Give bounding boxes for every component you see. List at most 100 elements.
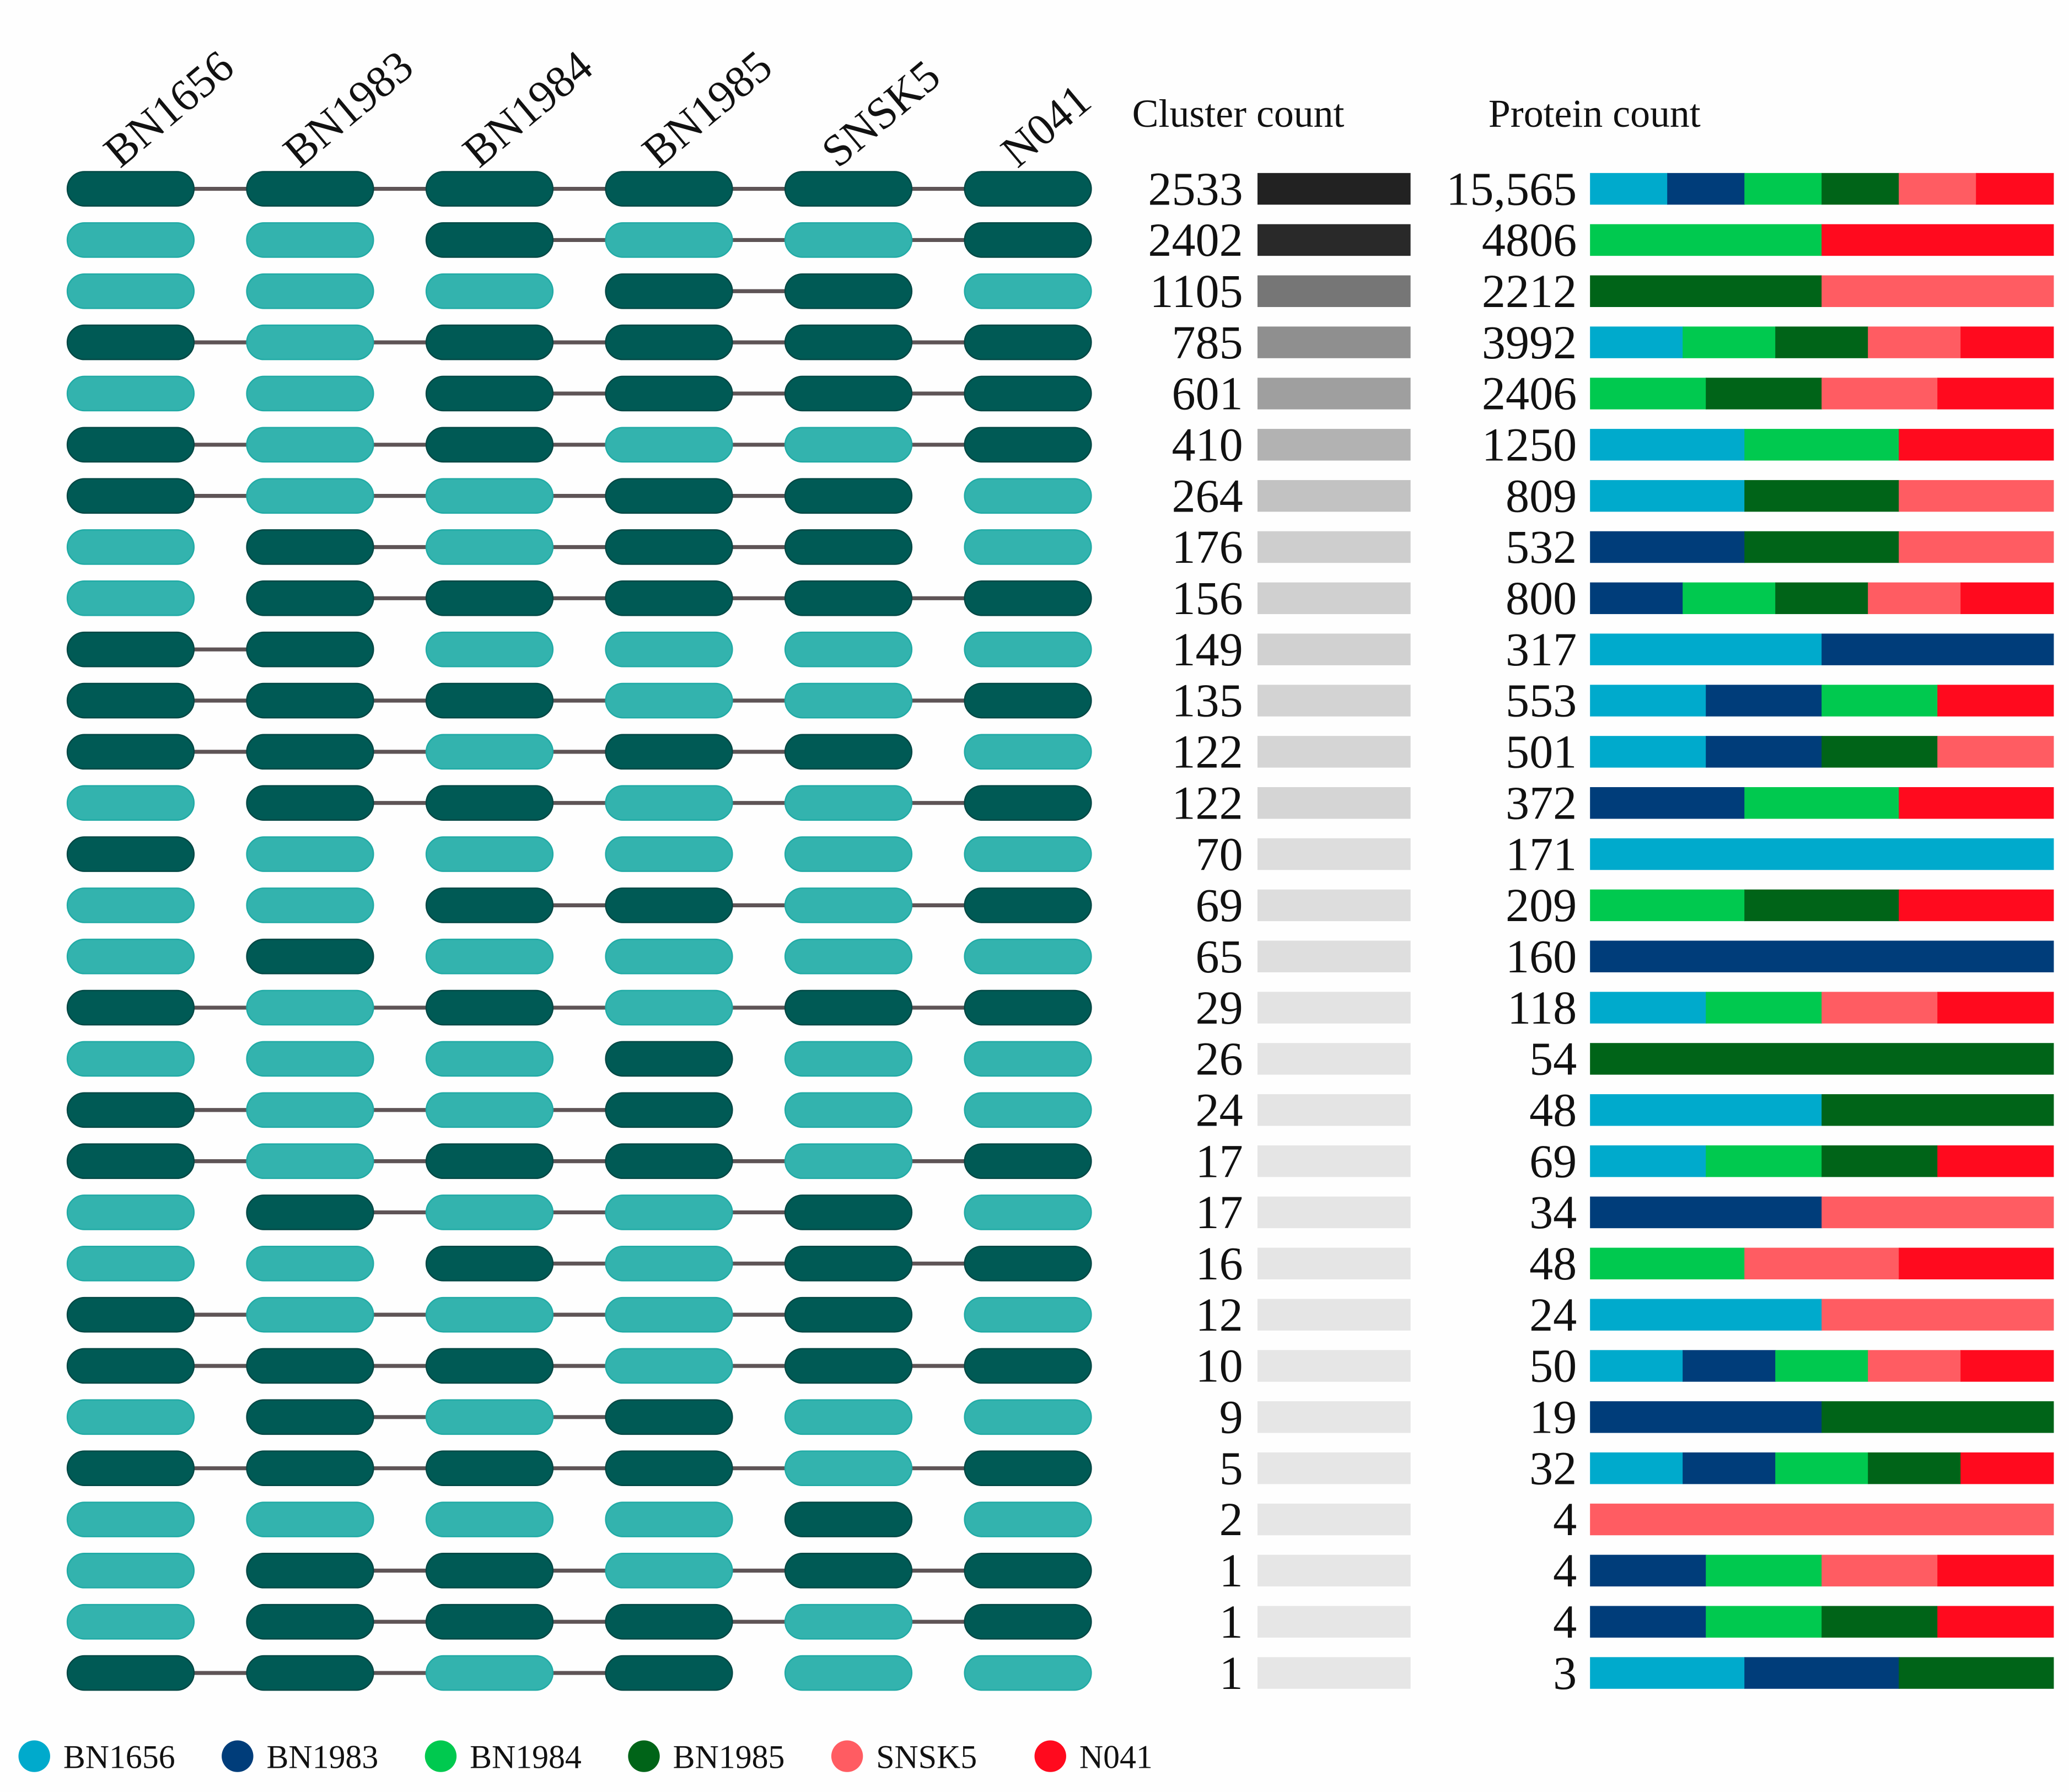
absent-pill-n041 [964, 1502, 1092, 1537]
absent-pill-bn1985 [605, 836, 733, 872]
absent-pill-bn1656 [66, 1502, 195, 1537]
present-pill-snsk5 [784, 273, 913, 309]
present-pill-bn1656 [66, 734, 195, 770]
cluster-count-bar [1257, 1606, 1411, 1638]
cluster-count-label: 16 [1196, 1237, 1243, 1290]
protein-segment-n041 [1899, 787, 2054, 819]
protein-count-label: 4 [1553, 1544, 1577, 1597]
cluster-count-label: 410 [1171, 418, 1243, 471]
present-pill-bn1983 [246, 785, 374, 821]
protein-segment-bn1985 [1744, 889, 1900, 922]
present-pill-bn1985 [605, 1092, 733, 1128]
absent-pill-bn1983 [246, 989, 374, 1026]
present-pill-bn1656 [66, 631, 195, 668]
present-pill-bn1656 [66, 171, 195, 207]
present-pill-snsk5 [784, 1296, 913, 1333]
present-pill-bn1984 [425, 171, 554, 207]
absent-pill-bn1983 [246, 1245, 374, 1282]
cluster-row: 26 54 [66, 1032, 2054, 1085]
cluster-count-bar [1257, 531, 1411, 563]
absent-pill-bn1985 [605, 222, 733, 258]
absent-pill-snsk5 [784, 836, 913, 872]
present-pill-bn1656 [66, 1348, 195, 1384]
absent-pill-bn1983 [246, 324, 374, 360]
cluster-row: 12 24 [66, 1288, 2054, 1341]
present-pill-bn1983 [246, 631, 374, 668]
present-pill-bn1985 [605, 1399, 733, 1435]
cluster-count-bar [1257, 1043, 1411, 1075]
cluster-count-label: 70 [1196, 827, 1243, 880]
protein-count-label: 48 [1529, 1083, 1577, 1136]
protein-segment-bn1656 [1590, 1350, 1684, 1382]
absent-pill-snsk5 [784, 682, 913, 719]
absent-pill-bn1985 [605, 1194, 733, 1230]
protein-segment-n041 [1899, 889, 2054, 922]
absent-pill-bn1983 [246, 478, 374, 514]
legend-swatch-snsk5 [831, 1740, 863, 1772]
present-pill-bn1985 [605, 529, 733, 565]
cluster-row: 29 118 [66, 981, 2054, 1034]
cluster-row: 156 800 [66, 572, 2054, 625]
present-pill-bn1983 [246, 580, 374, 616]
present-pill-bn1656 [66, 1296, 195, 1333]
cluster-count-label: 176 [1171, 520, 1243, 573]
cluster-count-label: 65 [1196, 930, 1243, 983]
protein-segment-bn1984 [1683, 326, 1776, 358]
present-pill-bn1984 [425, 1450, 554, 1486]
cluster-count-label: 601 [1171, 367, 1243, 420]
absent-pill-bn1985 [605, 427, 733, 463]
strain-label: BN1984 [453, 41, 602, 177]
absent-pill-n041 [964, 1655, 1092, 1691]
protein-segment-bn1656 [1590, 1452, 1684, 1484]
absent-pill-bn1985 [605, 989, 733, 1026]
cluster-count-label: 24 [1196, 1083, 1243, 1136]
cluster-row: 1105 2212 [66, 265, 2054, 317]
protein-count-label: 2406 [1482, 367, 1577, 420]
absent-pill-snsk5 [784, 631, 913, 668]
present-pill-bn1656 [66, 324, 195, 360]
protein-segment-bn1656 [1590, 173, 1668, 205]
present-pill-bn1984 [425, 1245, 554, 1282]
cluster-count-label: 1 [1219, 1646, 1243, 1699]
cluster-row: 10 50 [66, 1339, 2054, 1392]
absent-pill-bn1984 [425, 273, 554, 309]
cluster-count-bar [1257, 224, 1411, 256]
protein-segment-bn1984 [1590, 1247, 1745, 1280]
protein-segment-bn1985 [1590, 275, 1823, 307]
absent-pill-n041 [964, 1194, 1092, 1230]
protein-segment-bn1656 [1590, 1299, 1823, 1331]
present-pill-bn1985 [605, 734, 733, 770]
protein-segment-snsk5 [1821, 992, 1938, 1024]
protein-segment-bn1983 [1667, 173, 1745, 205]
present-pill-bn1984 [425, 427, 554, 463]
protein-segment-bn1985 [1821, 1606, 1938, 1638]
legend-swatch-bn1983 [222, 1740, 254, 1772]
cluster-count-label: 17 [1196, 1186, 1243, 1239]
protein-segment-bn1656 [1590, 480, 1745, 512]
cluster-count-label: 69 [1196, 879, 1243, 932]
cluster-count-bar [1257, 1350, 1411, 1382]
legend: BN1656 BN1983 BN1984 BN1985 SNSK5 N041 [18, 1739, 1153, 1775]
cluster-count-label: 2402 [1148, 213, 1243, 266]
protein-count-label: 3992 [1482, 316, 1577, 369]
cluster-count-bar [1257, 1247, 1411, 1280]
present-pill-snsk5 [784, 1553, 913, 1589]
protein-segment-snsk5 [1744, 1247, 1900, 1280]
legend-label: BN1985 [673, 1739, 785, 1775]
cluster-count-bar [1257, 1657, 1411, 1689]
present-pill-n041 [964, 580, 1092, 616]
present-pill-bn1984 [425, 989, 554, 1026]
present-pill-bn1656 [66, 478, 195, 514]
absent-pill-snsk5 [784, 1399, 913, 1435]
cluster-row: 2533 15,565 [66, 162, 2054, 215]
present-pill-n041 [964, 1245, 1092, 1282]
present-pill-bn1656 [66, 1092, 195, 1128]
protein-segment-bn1985 [1821, 173, 1900, 205]
cluster-count-label: 12 [1196, 1288, 1243, 1341]
cluster-row: 410 1250 [66, 418, 2054, 471]
absent-pill-n041 [964, 1296, 1092, 1333]
cluster-row: 17 69 [66, 1134, 2054, 1187]
protein-segment-snsk5 [1868, 582, 1961, 615]
